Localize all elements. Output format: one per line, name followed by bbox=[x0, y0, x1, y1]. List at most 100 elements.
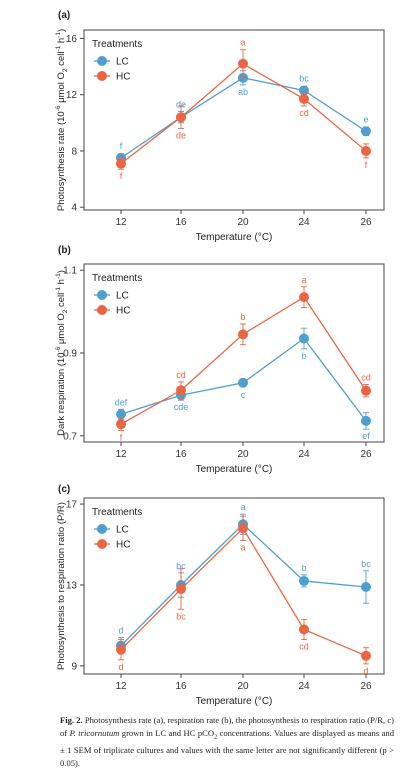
legend: Treatments LC HC bbox=[92, 273, 142, 317]
x-axis-label: Temperature (°C) bbox=[196, 464, 273, 475]
significance-letter: b bbox=[240, 312, 245, 322]
legend-marker bbox=[97, 305, 107, 315]
data-point-lc bbox=[361, 415, 371, 426]
significance-letter: d bbox=[118, 662, 123, 672]
significance-letter: bc bbox=[176, 611, 186, 621]
x-tick-label: 20 bbox=[237, 449, 249, 460]
data-point-lc bbox=[299, 85, 309, 96]
significance-letter: a bbox=[240, 38, 245, 48]
data-point-hc bbox=[116, 419, 126, 430]
y-tick-label: 12 bbox=[66, 90, 78, 101]
legend-marker bbox=[97, 524, 107, 534]
data-point-hc bbox=[299, 624, 309, 635]
legend-marker bbox=[97, 71, 107, 81]
data-point-hc bbox=[238, 329, 248, 340]
data-point-hc bbox=[176, 112, 186, 123]
data-point-lc bbox=[238, 377, 248, 388]
x-tick-label: 16 bbox=[175, 449, 187, 460]
chart-panel-2: (b) 0.7 0.9 1.1 12 16 20 24 26 Temperature (°C) Da… bbox=[55, 245, 385, 475]
significance-letter: c bbox=[241, 390, 246, 400]
series-hc: f de a cd f bbox=[116, 38, 371, 181]
x-tick-label: 24 bbox=[298, 217, 310, 228]
data-point-hc bbox=[361, 385, 371, 396]
data-point-hc bbox=[176, 584, 186, 595]
data-point-hc bbox=[238, 523, 248, 534]
data-point-hc bbox=[361, 650, 371, 661]
panel-label: (a) bbox=[58, 10, 70, 21]
caption-text-1: Photosynthesis rate (a), respiration rat… bbox=[60, 715, 394, 738]
data-point-lc bbox=[116, 409, 126, 420]
significance-letter: cd bbox=[361, 372, 371, 382]
x-tick-label: 26 bbox=[360, 681, 372, 692]
caption-text-3: concentrations. Values are displayed as … bbox=[60, 727, 394, 768]
data-point-lc bbox=[361, 582, 371, 593]
significance-letter: de bbox=[176, 130, 186, 140]
data-point-lc bbox=[299, 575, 309, 586]
data-point-hc bbox=[361, 145, 371, 156]
significance-letter: bc bbox=[361, 559, 371, 569]
y-tick-label: 8 bbox=[71, 146, 77, 157]
x-tick-label: 26 bbox=[360, 449, 372, 460]
legend: Treatments LC HC bbox=[92, 39, 142, 83]
legend-title: Treatments bbox=[92, 507, 142, 518]
y-tick-label: 1.1 bbox=[63, 266, 77, 277]
x-tick-label: 12 bbox=[115, 217, 127, 228]
series-hc: f cd b a cd bbox=[116, 275, 371, 442]
significance-letter: d bbox=[363, 666, 368, 676]
y-tick-label: 17 bbox=[66, 500, 78, 511]
data-point-hc bbox=[299, 93, 309, 104]
y-tick-label: 13 bbox=[66, 580, 78, 591]
y-tick-label: 9 bbox=[71, 661, 77, 672]
significance-letter: f bbox=[365, 160, 368, 170]
y-axis-label: Photosynthesis rate (10-6 μmol O2 cell-1… bbox=[55, 29, 69, 211]
significance-letter: d bbox=[118, 626, 123, 636]
legend-label: HC bbox=[116, 72, 130, 83]
data-point-hc bbox=[299, 292, 309, 303]
significance-letter: cd bbox=[299, 642, 309, 652]
x-tick-label: 20 bbox=[237, 681, 249, 692]
significance-letter: bc bbox=[299, 73, 309, 83]
legend-label: LC bbox=[116, 291, 129, 302]
legend-label: HC bbox=[116, 540, 130, 551]
significance-letter: def bbox=[115, 397, 128, 407]
significance-letter: f bbox=[120, 171, 123, 181]
legend-marker bbox=[97, 56, 107, 66]
panel-label: (c) bbox=[58, 484, 70, 495]
panel-label: (b) bbox=[58, 245, 71, 256]
significance-letter: cd bbox=[299, 108, 309, 118]
plot-frame bbox=[83, 497, 385, 675]
significance-letter: a bbox=[240, 502, 245, 512]
significance-letter: b bbox=[301, 563, 306, 573]
caption-text-2: grown in LC and HC pCO bbox=[119, 727, 215, 738]
series-lc: f de ab bc e bbox=[116, 70, 371, 163]
legend-marker bbox=[97, 539, 107, 549]
x-tick-label: 12 bbox=[115, 449, 127, 460]
legend: Treatments LC HC bbox=[92, 507, 142, 551]
significance-letter: f bbox=[120, 141, 123, 151]
x-axis-label: Temperature (°C) bbox=[196, 696, 273, 707]
legend-marker bbox=[97, 290, 107, 300]
y-tick-label: 0.7 bbox=[63, 431, 77, 442]
significance-letter: bc bbox=[176, 561, 186, 571]
y-axis-label: Photosynthesis to respiration ratio (P/R… bbox=[56, 502, 67, 670]
significance-letter: cd bbox=[176, 370, 186, 380]
y-tick-label: 16 bbox=[66, 34, 78, 45]
x-tick-label: 16 bbox=[175, 217, 187, 228]
x-tick-label: 16 bbox=[175, 681, 187, 692]
x-tick-label: 24 bbox=[298, 681, 310, 692]
plot-frame bbox=[83, 29, 385, 211]
chart-panel-3: (c) 9 13 17 12 16 20 24 26 Temperature (°C) Photos… bbox=[56, 484, 385, 707]
figure-charts: (a) 4 8 12 16 12 16 20 24 26 Temperature (°C) Photo… bbox=[55, 10, 385, 707]
x-axis-label: Temperature (°C) bbox=[196, 232, 273, 243]
caption-fig-label: Fig. 2. bbox=[60, 715, 83, 725]
caption-sub: 2 bbox=[214, 734, 218, 741]
legend-label: HC bbox=[116, 306, 130, 317]
data-point-lc bbox=[361, 126, 371, 137]
x-tick-label: 24 bbox=[298, 449, 310, 460]
data-point-hc bbox=[238, 58, 248, 69]
data-point-lc bbox=[299, 333, 309, 344]
significance-letter: ab bbox=[238, 87, 248, 97]
y-axis-label: Dark respiration (10-6 μmol O2 cell-1 h-… bbox=[55, 270, 69, 436]
x-tick-label: 20 bbox=[237, 217, 249, 228]
significance-letter: e bbox=[363, 114, 368, 124]
